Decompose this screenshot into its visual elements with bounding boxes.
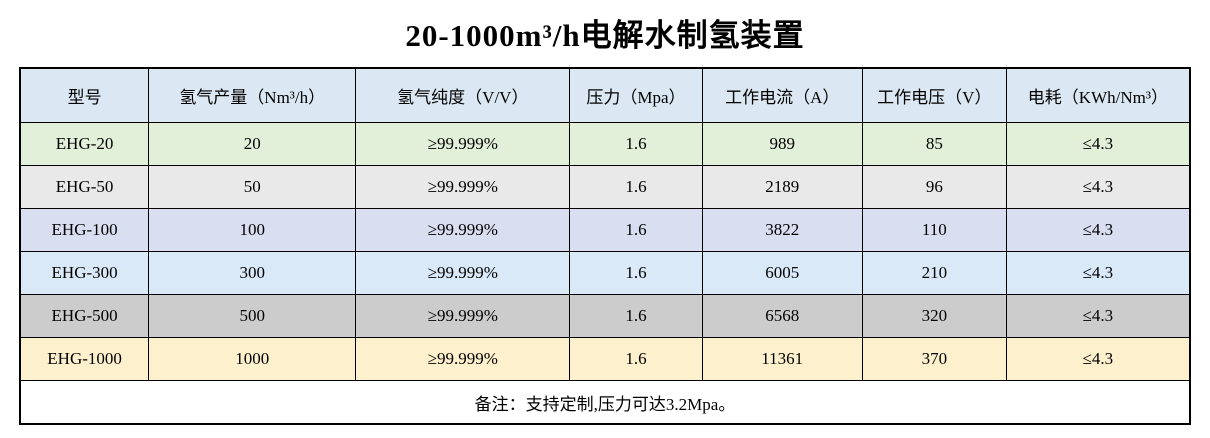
spec-table: 型号 氢气产量（Nm³/h） 氢气纯度（V/V） 压力（Mpa） 工作电流（A）… <box>19 67 1191 425</box>
header-power-consumption: 电耗（KWh/Nm³） <box>1005 67 1191 123</box>
cell-current: 11361 <box>701 337 863 381</box>
cell-model: EHG-20 <box>19 122 150 166</box>
note-row: 备注：支持定制,压力可达3.2Mpa。 <box>19 380 1191 425</box>
cell-output: 300 <box>148 251 357 295</box>
cell-model: EHG-500 <box>19 294 150 338</box>
header-voltage: 工作电压（V） <box>861 67 1007 123</box>
cell-output: 20 <box>148 122 357 166</box>
cell-current: 6005 <box>701 251 863 295</box>
cell-current: 6568 <box>701 294 863 338</box>
cell-power: ≤4.3 <box>1005 294 1191 338</box>
page-title: 20-1000m³/h电解水制氢装置 <box>405 18 805 53</box>
header-h2-purity: 氢气纯度（V/V） <box>355 67 571 123</box>
header-pressure: 压力（Mpa） <box>569 67 703 123</box>
cell-power: ≤4.3 <box>1005 208 1191 252</box>
cell-voltage: 96 <box>861 165 1007 209</box>
cell-output: 1000 <box>148 337 357 381</box>
table-row: EHG-50 50 ≥99.999% 1.6 2189 96 ≤4.3 <box>19 165 1191 209</box>
cell-purity: ≥99.999% <box>355 165 571 209</box>
table-row: EHG-20 20 ≥99.999% 1.6 989 85 ≤4.3 <box>19 122 1191 166</box>
cell-power: ≤4.3 <box>1005 165 1191 209</box>
cell-output: 100 <box>148 208 357 252</box>
header-model: 型号 <box>19 67 150 123</box>
cell-pressure: 1.6 <box>569 251 703 295</box>
cell-current: 989 <box>701 122 863 166</box>
cell-pressure: 1.6 <box>569 165 703 209</box>
table-row: EHG-1000 1000 ≥99.999% 1.6 11361 370 ≤4.… <box>19 337 1191 381</box>
table-row: EHG-300 300 ≥99.999% 1.6 6005 210 ≤4.3 <box>19 251 1191 295</box>
header-current: 工作电流（A） <box>701 67 863 123</box>
cell-voltage: 110 <box>861 208 1007 252</box>
table-note: 备注：支持定制,压力可达3.2Mpa。 <box>19 380 1191 425</box>
header-row: 型号 氢气产量（Nm³/h） 氢气纯度（V/V） 压力（Mpa） 工作电流（A）… <box>19 67 1191 123</box>
cell-model: EHG-300 <box>19 251 150 295</box>
cell-pressure: 1.6 <box>569 208 703 252</box>
cell-power: ≤4.3 <box>1005 122 1191 166</box>
cell-voltage: 85 <box>861 122 1007 166</box>
header-h2-output: 氢气产量（Nm³/h） <box>148 67 357 123</box>
cell-model: EHG-1000 <box>19 337 150 381</box>
cell-purity: ≥99.999% <box>355 337 571 381</box>
cell-purity: ≥99.999% <box>355 251 571 295</box>
cell-purity: ≥99.999% <box>355 294 571 338</box>
cell-model: EHG-100 <box>19 208 150 252</box>
cell-voltage: 320 <box>861 294 1007 338</box>
table-row: EHG-100 100 ≥99.999% 1.6 3822 110 ≤4.3 <box>19 208 1191 252</box>
cell-output: 500 <box>148 294 357 338</box>
cell-power: ≤4.3 <box>1005 337 1191 381</box>
cell-purity: ≥99.999% <box>355 122 571 166</box>
cell-pressure: 1.6 <box>569 122 703 166</box>
cell-current: 2189 <box>701 165 863 209</box>
cell-pressure: 1.6 <box>569 294 703 338</box>
cell-voltage: 370 <box>861 337 1007 381</box>
cell-pressure: 1.6 <box>569 337 703 381</box>
cell-voltage: 210 <box>861 251 1007 295</box>
table-row: EHG-500 500 ≥99.999% 1.6 6568 320 ≤4.3 <box>19 294 1191 338</box>
cell-model: EHG-50 <box>19 165 150 209</box>
cell-output: 50 <box>148 165 357 209</box>
cell-power: ≤4.3 <box>1005 251 1191 295</box>
cell-purity: ≥99.999% <box>355 208 571 252</box>
cell-current: 3822 <box>701 208 863 252</box>
